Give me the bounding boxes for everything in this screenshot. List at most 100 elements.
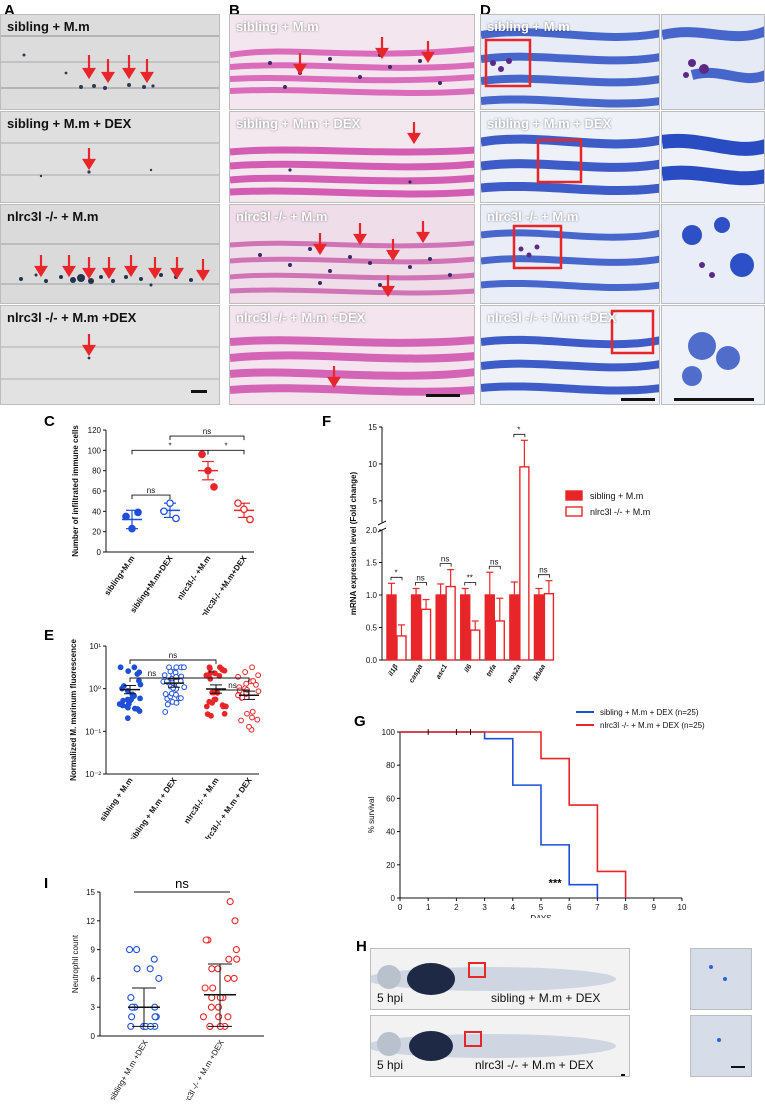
significance-label: *	[517, 425, 520, 434]
panel-label-c: C	[44, 413, 55, 430]
significance-bracket	[538, 574, 550, 578]
data-point	[208, 994, 216, 1002]
significance-label: *	[394, 568, 397, 577]
panel-label-a: A	[4, 2, 15, 19]
panel-a-image-4: nlrc3l -/- + M.m +DEX	[0, 305, 220, 405]
x-tick-label: sibling+M.m+DEX	[129, 553, 176, 614]
panel-label-i: I	[44, 875, 49, 892]
data-point	[128, 1013, 136, 1021]
data-point	[214, 1003, 223, 1011]
y-tick-label: 0	[91, 1032, 96, 1041]
larva-image	[1, 15, 219, 109]
data-point	[125, 946, 134, 954]
data-point	[208, 712, 214, 719]
panel-a-image-3: nlrc3l -/- + M.m	[0, 204, 220, 304]
data-point	[254, 716, 261, 723]
panel-label-g: G	[354, 713, 366, 730]
red-arrows	[82, 334, 96, 357]
significance-bracket	[207, 449, 245, 455]
data-point	[172, 514, 180, 523]
larva-image	[371, 949, 629, 1009]
significance-bracket	[513, 433, 526, 438]
legend-label: sibling + M.m	[590, 491, 643, 501]
y-tick-label: 0.5	[366, 624, 378, 633]
data-point	[161, 672, 168, 679]
y-tick-label: 40	[386, 828, 395, 837]
tile-label: sibling + M.m + DEX	[487, 116, 612, 131]
y-tick-label: 10⁰	[89, 685, 101, 694]
x-tick-label: 2	[454, 903, 459, 912]
x-tick-label: 8	[623, 903, 628, 912]
data-point	[164, 701, 171, 708]
x-tick-label: asc1	[435, 663, 449, 680]
x-tick-label: 7	[595, 903, 600, 912]
he-stain-image	[230, 112, 474, 202]
data-point	[230, 974, 238, 982]
data-point	[128, 524, 136, 533]
data-point	[151, 1013, 159, 1021]
y-tick-label: 1.0	[366, 591, 378, 600]
y-tick-label: 20	[92, 528, 101, 537]
data-point	[243, 680, 250, 687]
data-point	[238, 717, 244, 724]
x-tick-label: 9	[652, 903, 657, 912]
data-point	[166, 499, 174, 508]
bar	[435, 594, 446, 661]
data-point	[134, 706, 141, 712]
bar	[543, 592, 555, 661]
y-tick-label: 15	[368, 423, 377, 432]
significance-label: **	[467, 574, 473, 583]
y-tick-label: 40	[92, 507, 101, 516]
data-point	[133, 965, 141, 973]
data-point	[137, 695, 143, 702]
red-arrows	[327, 366, 341, 389]
y-tick-label: 0	[391, 894, 396, 903]
bar	[484, 594, 495, 661]
bar	[519, 466, 530, 661]
tile-label: sibling + M.m	[7, 19, 90, 34]
y-tick-label: 9	[91, 946, 96, 955]
y-tick-label: 0	[97, 548, 102, 557]
tile-label: nlrc3l -/- + M.m	[487, 209, 579, 224]
data-point	[119, 702, 126, 709]
significance-label: ns	[175, 880, 189, 891]
panel-d-image-3: nlrc3l -/- + M.m	[480, 204, 660, 304]
panel-label-f: F	[322, 413, 332, 430]
bar	[420, 608, 432, 661]
legend-label: nlrc3l -/- + M.m	[590, 507, 650, 517]
significance-label: ns	[203, 427, 211, 436]
larva-image	[1, 306, 219, 404]
data-point	[209, 984, 217, 992]
y-axis-label: mRNA expression level (Fold change)	[349, 472, 358, 616]
x-tick-label: nlrc3l -/- + M.m +DEX	[179, 1038, 226, 1100]
data-point	[133, 946, 141, 954]
significance-bracket	[439, 563, 452, 567]
data-point	[125, 668, 132, 674]
giemsa-stain-image	[481, 306, 659, 404]
he-stain-image	[230, 205, 474, 303]
axis-break	[377, 520, 387, 526]
larva-image	[371, 1016, 629, 1076]
x-tick-label: sibling+M.m	[103, 554, 137, 597]
data-point	[199, 1013, 207, 1021]
panel-b-image-2: sibling + M.m + DEX	[229, 111, 475, 203]
y-tick-label: 15	[86, 888, 95, 897]
x-tick-label: il6	[463, 663, 473, 673]
panel-h-image-1-zoom	[690, 948, 752, 1010]
y-tick-label: 12	[86, 917, 95, 926]
data-point	[226, 898, 234, 906]
data-point	[249, 714, 255, 721]
scale-bar	[191, 390, 207, 393]
tile-label: sibling + M.m + DEX	[7, 116, 132, 131]
panel-f-chart: 0.0 0.5 1.0 1.5 2.0 5 10 15 mRNA expression leve…	[349, 423, 650, 685]
data-point	[209, 699, 216, 706]
legend-swatch	[565, 490, 583, 501]
significance-label: ns	[416, 574, 424, 583]
data-point	[170, 685, 177, 691]
data-point	[215, 1013, 223, 1021]
data-point	[232, 946, 240, 954]
x-tick-label: sibling + M.m	[98, 776, 135, 823]
significance-label: *	[168, 441, 171, 450]
significance-bracket	[464, 582, 477, 586]
significance-bracket	[215, 689, 250, 694]
